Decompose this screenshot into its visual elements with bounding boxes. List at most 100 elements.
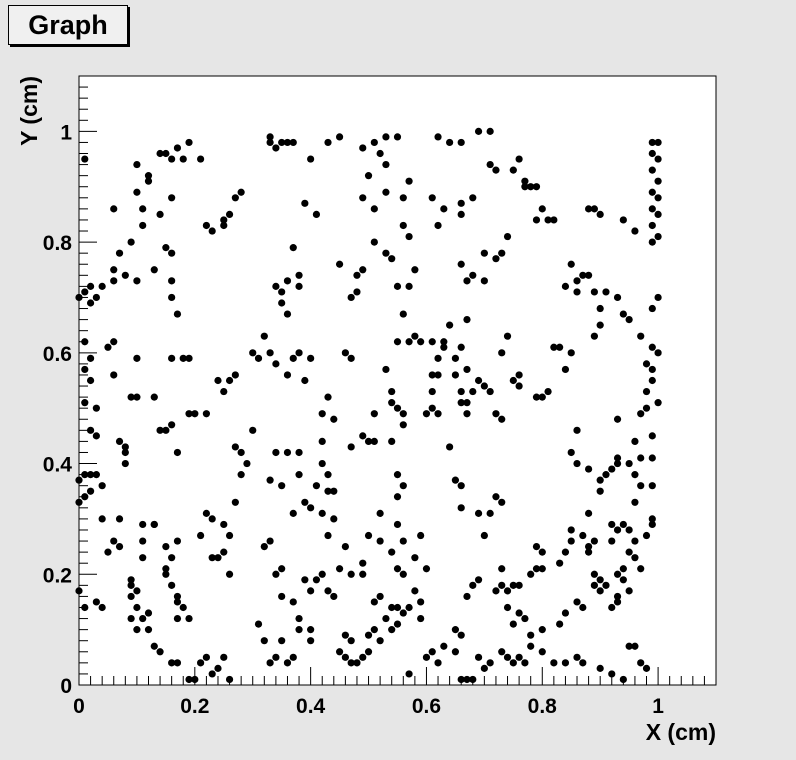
data-point [631,227,639,235]
data-point [637,659,645,667]
data-point [168,581,176,589]
data-point [237,471,245,479]
data-point [451,354,460,362]
data-point [98,515,106,523]
data-point [642,387,651,396]
data-point [405,177,413,185]
data-point [596,476,604,484]
data-point [579,659,587,667]
data-point [631,437,639,445]
data-point [625,548,633,556]
data-point [121,443,129,451]
data-point [498,581,506,589]
data-point [538,205,546,213]
data-point [469,271,477,279]
data-point [307,504,315,512]
data-point [162,565,170,573]
data-point [110,371,118,379]
data-point [347,293,355,302]
data-point [654,232,662,241]
data-point [486,160,494,169]
data-point [503,603,512,612]
data-point [307,354,315,362]
data-point [411,266,419,274]
data-point [654,177,662,185]
data-point [527,183,535,191]
x-tick-label: 1 [652,695,664,718]
data-point [139,614,147,623]
data-point [272,282,280,290]
data-point [625,526,633,534]
y-axis-title: Y (cm) [16,76,42,146]
data-point [127,614,135,623]
data-point [86,299,95,307]
data-point [492,410,500,418]
data-point [654,194,662,202]
data-point [573,598,581,606]
data-point [625,587,633,595]
data-point [486,387,494,396]
data-point [376,149,384,158]
data-point [631,537,639,545]
data-point [92,404,100,412]
data-point [596,487,604,495]
data-point [335,260,344,268]
data-point [156,426,164,434]
data-point [272,144,280,152]
data-point [208,227,216,235]
data-point [619,520,627,529]
data-point [480,664,488,672]
data-point [585,271,593,279]
y-tick-label: 0.2 [43,564,72,587]
data-point [469,387,477,396]
data-point [382,160,390,169]
data-point [399,410,407,418]
data-point [480,382,488,390]
data-point [463,316,471,324]
data-point [382,614,390,623]
data-point [168,293,176,302]
data-point [202,509,210,517]
data-point [139,221,147,230]
data-point [376,509,384,517]
data-point [133,277,141,285]
data-point [173,144,182,152]
data-point [162,570,170,578]
data-point [648,343,656,351]
data-point [457,631,465,639]
data-point [301,576,309,584]
data-point [278,138,286,147]
data-point [434,371,442,379]
data-point [353,271,361,279]
data-point [110,537,118,545]
data-point [110,266,118,274]
data-point [75,476,83,484]
data-point [538,393,546,401]
data-point [283,371,292,379]
data-point [428,648,436,656]
data-point [110,338,118,346]
data-point [654,349,662,357]
data-point [457,399,465,407]
data-point [388,437,396,445]
data-point [150,520,158,529]
data-point [642,404,651,412]
data-point [498,415,506,423]
data-point [168,421,176,429]
data-point [556,559,564,567]
data-point [139,537,147,545]
data-point [225,570,234,578]
data-point [637,410,645,418]
data-point [173,659,182,667]
data-point [173,614,182,623]
data-point [324,138,332,147]
data-point [527,570,535,578]
data-point [162,542,170,551]
data-point [324,531,332,540]
data-points [75,127,662,684]
data-point [237,188,245,196]
data-point [289,244,297,252]
data-point [585,465,593,473]
data-point [463,675,471,684]
data-point [139,205,147,213]
